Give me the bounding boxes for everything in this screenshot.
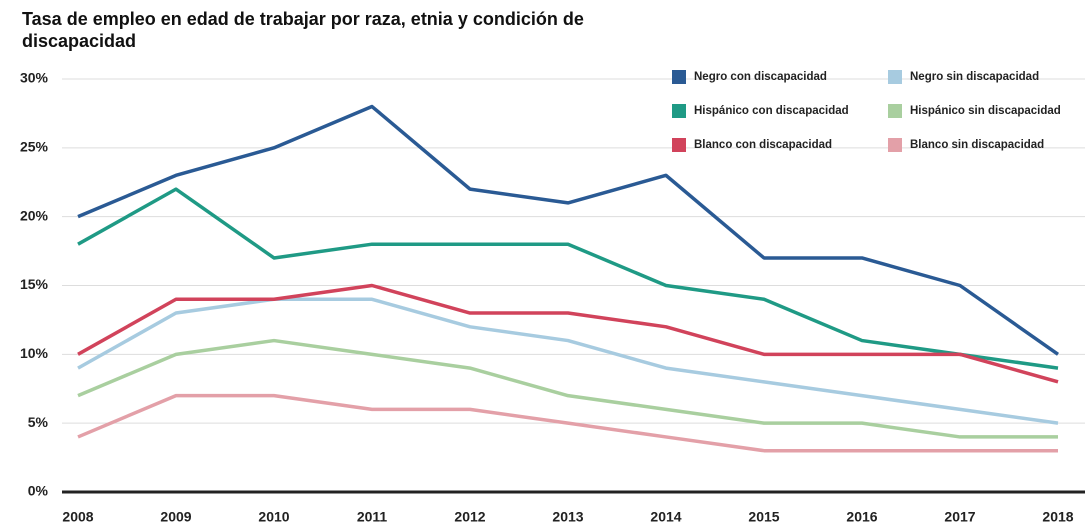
legend-swatch <box>888 70 902 84</box>
legend-swatch <box>672 138 686 152</box>
legend-label: Hispánico con discapacidad <box>694 105 849 117</box>
legend-label: Blanco sin discapacidad <box>910 139 1044 151</box>
x-tick-label: 2010 <box>258 509 289 525</box>
x-tick-label: 2011 <box>357 509 388 525</box>
series-line <box>77 104 1060 356</box>
y-tick-label: 5% <box>28 414 49 430</box>
y-tick-label: 15% <box>20 276 49 292</box>
series-line <box>77 187 1059 370</box>
legend-swatch <box>888 104 902 118</box>
series-line <box>77 297 1059 425</box>
x-tick-label: 2017 <box>944 509 975 525</box>
legend-label: Negro sin discapacidad <box>910 71 1039 83</box>
x-tick-label: 2018 <box>1042 509 1073 525</box>
legend-label: Blanco con discapacidad <box>694 139 832 151</box>
legend-swatch <box>672 104 686 118</box>
legend-swatch <box>888 138 902 152</box>
legend-swatch <box>672 70 686 84</box>
series-line <box>77 338 1058 439</box>
legend-label: Hispánico sin discapacidad <box>910 105 1061 117</box>
x-tick-label: 2012 <box>454 509 485 525</box>
series-line <box>77 283 1059 384</box>
x-tick-label: 2008 <box>62 509 93 525</box>
y-tick-label: 10% <box>20 345 49 361</box>
legend-label: Negro con discapacidad <box>694 71 827 83</box>
x-tick-label: 2009 <box>160 509 191 525</box>
x-tick-label: 2014 <box>650 509 681 525</box>
y-tick-label: 30% <box>20 70 49 86</box>
chart-title: Tasa de empleo en edad de trabajar por r… <box>22 9 584 51</box>
x-tick-label: 2013 <box>552 509 583 525</box>
y-tick-label: 20% <box>20 207 49 223</box>
series-line <box>77 393 1058 453</box>
y-tick-label: 25% <box>20 139 49 155</box>
x-tick-label: 2016 <box>846 509 877 525</box>
x-tick-label: 2015 <box>748 509 779 525</box>
y-tick-label: 0% <box>28 483 49 499</box>
